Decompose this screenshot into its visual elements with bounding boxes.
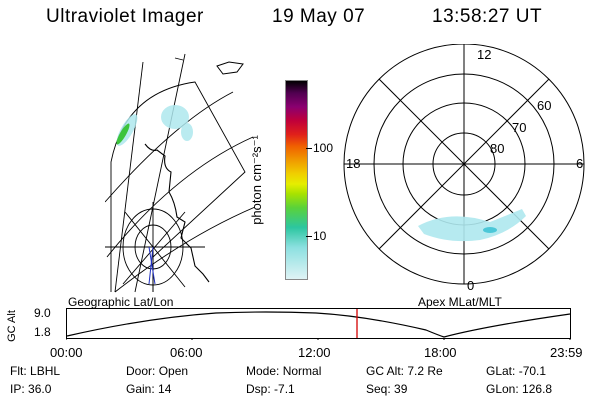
status-glon: GLon: 126.8: [486, 382, 553, 396]
mlt-label-0: 0: [467, 278, 475, 293]
altitude-ylabel: GC Alt: [5, 310, 18, 342]
polar-plot: [343, 44, 585, 285]
colorbar-unit-label: photon cm⁻²s⁻¹: [248, 135, 264, 225]
altitude-ytick-1-8: 1.8: [34, 325, 51, 339]
status-seq: Seq: 39: [366, 382, 408, 396]
status-glat: GLat: -70.1: [486, 364, 547, 378]
mlt-label-18: 18: [346, 156, 361, 171]
date-label: 19 May 07: [272, 6, 366, 27]
time-tick-1200: 12:00: [298, 345, 331, 360]
colorbar-tick-100: 100: [313, 141, 334, 155]
mlat-label-60: 60: [537, 98, 552, 113]
status-door: Door: Open: [126, 364, 189, 378]
status-dsp: Dsp: -7.1: [246, 382, 295, 396]
status-ip: IP: 36.0: [10, 382, 52, 396]
mlat-label-70: 70: [512, 120, 527, 135]
time-tick-0000: 00:00: [50, 345, 83, 360]
mlt-label-6: 6: [576, 156, 584, 171]
mlt-label-12: 12: [477, 47, 492, 62]
time-tick-1800: 18:00: [424, 345, 457, 360]
mlat-label-80: 80: [490, 141, 505, 156]
instrument-title: Ultraviolet Imager: [46, 6, 204, 27]
colorbar: [285, 80, 308, 280]
status-flt: Flt: LBHL: [10, 364, 61, 378]
time-tick-0600: 06:00: [170, 345, 203, 360]
colorbar-tick-10: 10: [313, 229, 327, 243]
altitude-ytick-9: 9.0: [34, 306, 51, 320]
colorbar-tick-mark: [306, 148, 312, 149]
colorbar-tick-mark: [306, 236, 312, 237]
time-label: 13:58:27 UT: [432, 6, 543, 27]
geographic-map: [105, 53, 255, 293]
status-mode: Mode: Normal: [246, 364, 322, 378]
apex-panel-title: Apex MLat/MLT: [418, 295, 502, 309]
altitude-plot: [66, 308, 571, 340]
time-tick-2359: 23:59: [550, 345, 583, 360]
geographic-panel-title: Geographic Lat/Lon: [68, 295, 174, 309]
status-gain: Gain: 14: [126, 382, 172, 396]
status-gc-alt: GC Alt: 7.2 Re: [366, 364, 443, 378]
